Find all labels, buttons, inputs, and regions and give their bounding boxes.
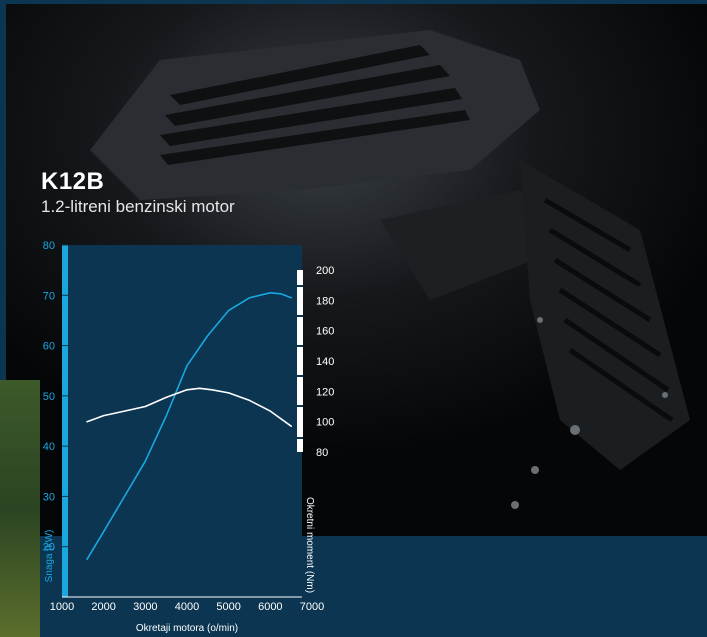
- right-axis-gap: [297, 345, 303, 347]
- y2-tick-label: 120: [316, 386, 334, 398]
- right-axis-gap: [297, 405, 303, 407]
- y-tick-label: 50: [43, 391, 55, 403]
- y-tick-label: 40: [43, 441, 55, 453]
- right-axis-gap: [297, 285, 303, 287]
- right-axis-gap: [297, 375, 303, 377]
- y2-tick-label: 80: [316, 447, 328, 459]
- right-axis-gap: [297, 437, 303, 439]
- y-tick-label: 60: [43, 341, 55, 353]
- y2-tick-label: 140: [316, 356, 334, 368]
- y2-tick-label: 180: [316, 295, 334, 307]
- y2-tick-label: 200: [316, 265, 334, 277]
- x-tick-label: 6000: [258, 601, 282, 613]
- x-tick-label: 7000: [300, 601, 324, 613]
- x-tick-label: 1000: [50, 601, 74, 613]
- engine-description: 1.2-litreni benzinski motor: [41, 197, 235, 216]
- y2-axis-label: Okretni moment (Nm): [304, 497, 315, 593]
- x-tick-label: 5000: [216, 601, 240, 613]
- x-tick-label: 4000: [175, 601, 199, 613]
- x-tick-label: 2000: [91, 601, 115, 613]
- x-tick-label: 3000: [133, 601, 157, 613]
- y-tick-label: 30: [43, 491, 55, 503]
- left-axis-bar: [62, 245, 68, 597]
- right-axis-bar: [297, 270, 303, 452]
- y2-tick-label: 160: [316, 326, 334, 338]
- engine-name: K12B: [41, 168, 105, 195]
- y-tick-label: 20: [43, 542, 55, 554]
- power-curve-line: [86, 291, 293, 561]
- y2-tick-label: 100: [316, 417, 334, 429]
- right-axis-gap: [297, 315, 303, 317]
- x-axis-label: Okretaji motora (o/min): [136, 623, 238, 634]
- y-tick-label: 80: [43, 240, 55, 252]
- y-tick-label: 70: [43, 290, 55, 302]
- torque-curve-line: [86, 387, 293, 428]
- y-axis-label: Snaga (kW): [44, 530, 55, 583]
